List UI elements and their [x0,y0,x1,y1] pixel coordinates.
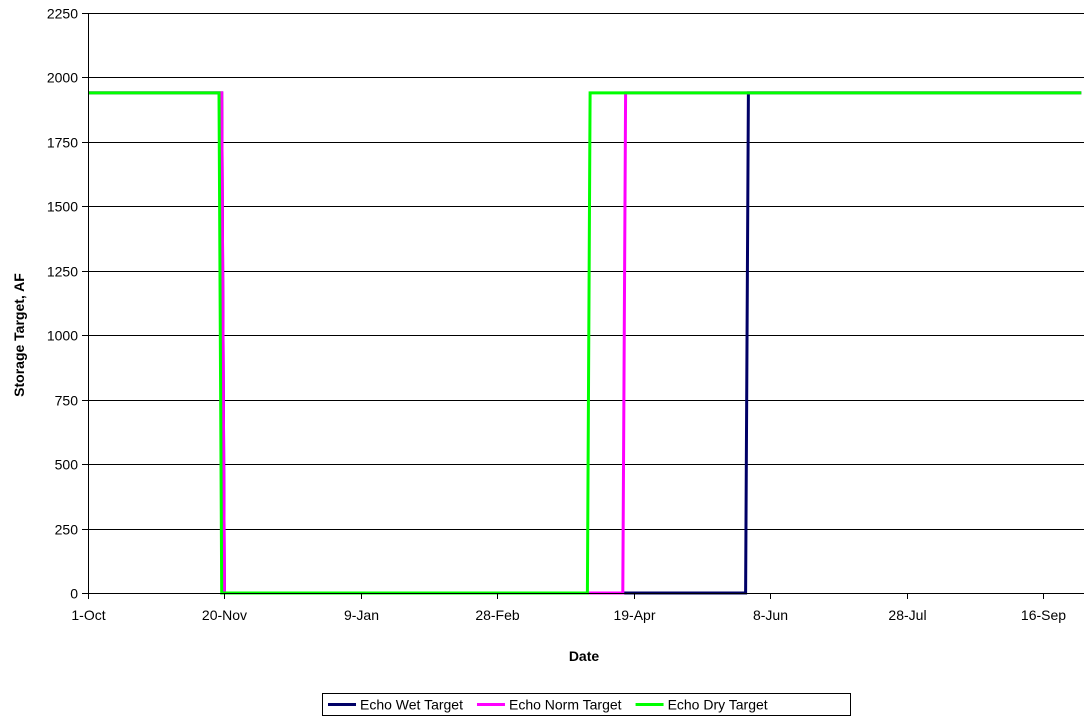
x-tick-label-3: 28-Feb [475,607,520,623]
legend-label-1: Echo Norm Target [509,697,622,713]
x-axis-title: Date [569,648,600,664]
x-tick-label-5: 8-Jun [753,607,788,623]
y-tick-label-8: 2000 [47,70,78,86]
series-line-1 [88,91,1082,595]
y-tick-label-9: 2250 [47,6,78,22]
axes: 0 250 500 750 1000 1250 1500 1750 2000 2250 1-Oct 2… [47,6,1084,623]
y-axis-title: Storage Target, AF [11,273,27,397]
x-tick-label-0: 1-Oct [71,607,105,623]
y-tick-label-1: 250 [55,522,79,538]
series-line-0 [88,91,1082,595]
legend-label-2: Echo Dry Target [668,697,768,713]
legend: Echo Wet Target Echo Norm Target Echo Dry … [322,693,851,716]
y-tick-label-7: 1750 [47,135,78,151]
x-tick-label-1: 20-Nov [202,607,247,623]
y-tick-label-6: 1500 [47,199,78,215]
gridlines [88,13,1084,530]
x-tick-label-4: 19-Apr [613,607,655,623]
y-tick-label-2: 500 [55,457,79,473]
legend-label-0: Echo Wet Target [360,697,463,713]
x-tick-label-6: 28-Jul [888,607,926,623]
series-line-2 [88,91,1082,595]
series-lines [88,91,1082,595]
y-tick-label-4: 1000 [47,328,78,344]
x-tick-label-2: 9-Jan [344,607,379,623]
y-tick-label-0: 0 [70,586,78,602]
legend-box [322,693,851,716]
y-tick-label-3: 750 [55,393,79,409]
x-tick-label-7: 16-Sep [1021,607,1066,623]
y-tick-label-5: 1250 [47,264,78,280]
